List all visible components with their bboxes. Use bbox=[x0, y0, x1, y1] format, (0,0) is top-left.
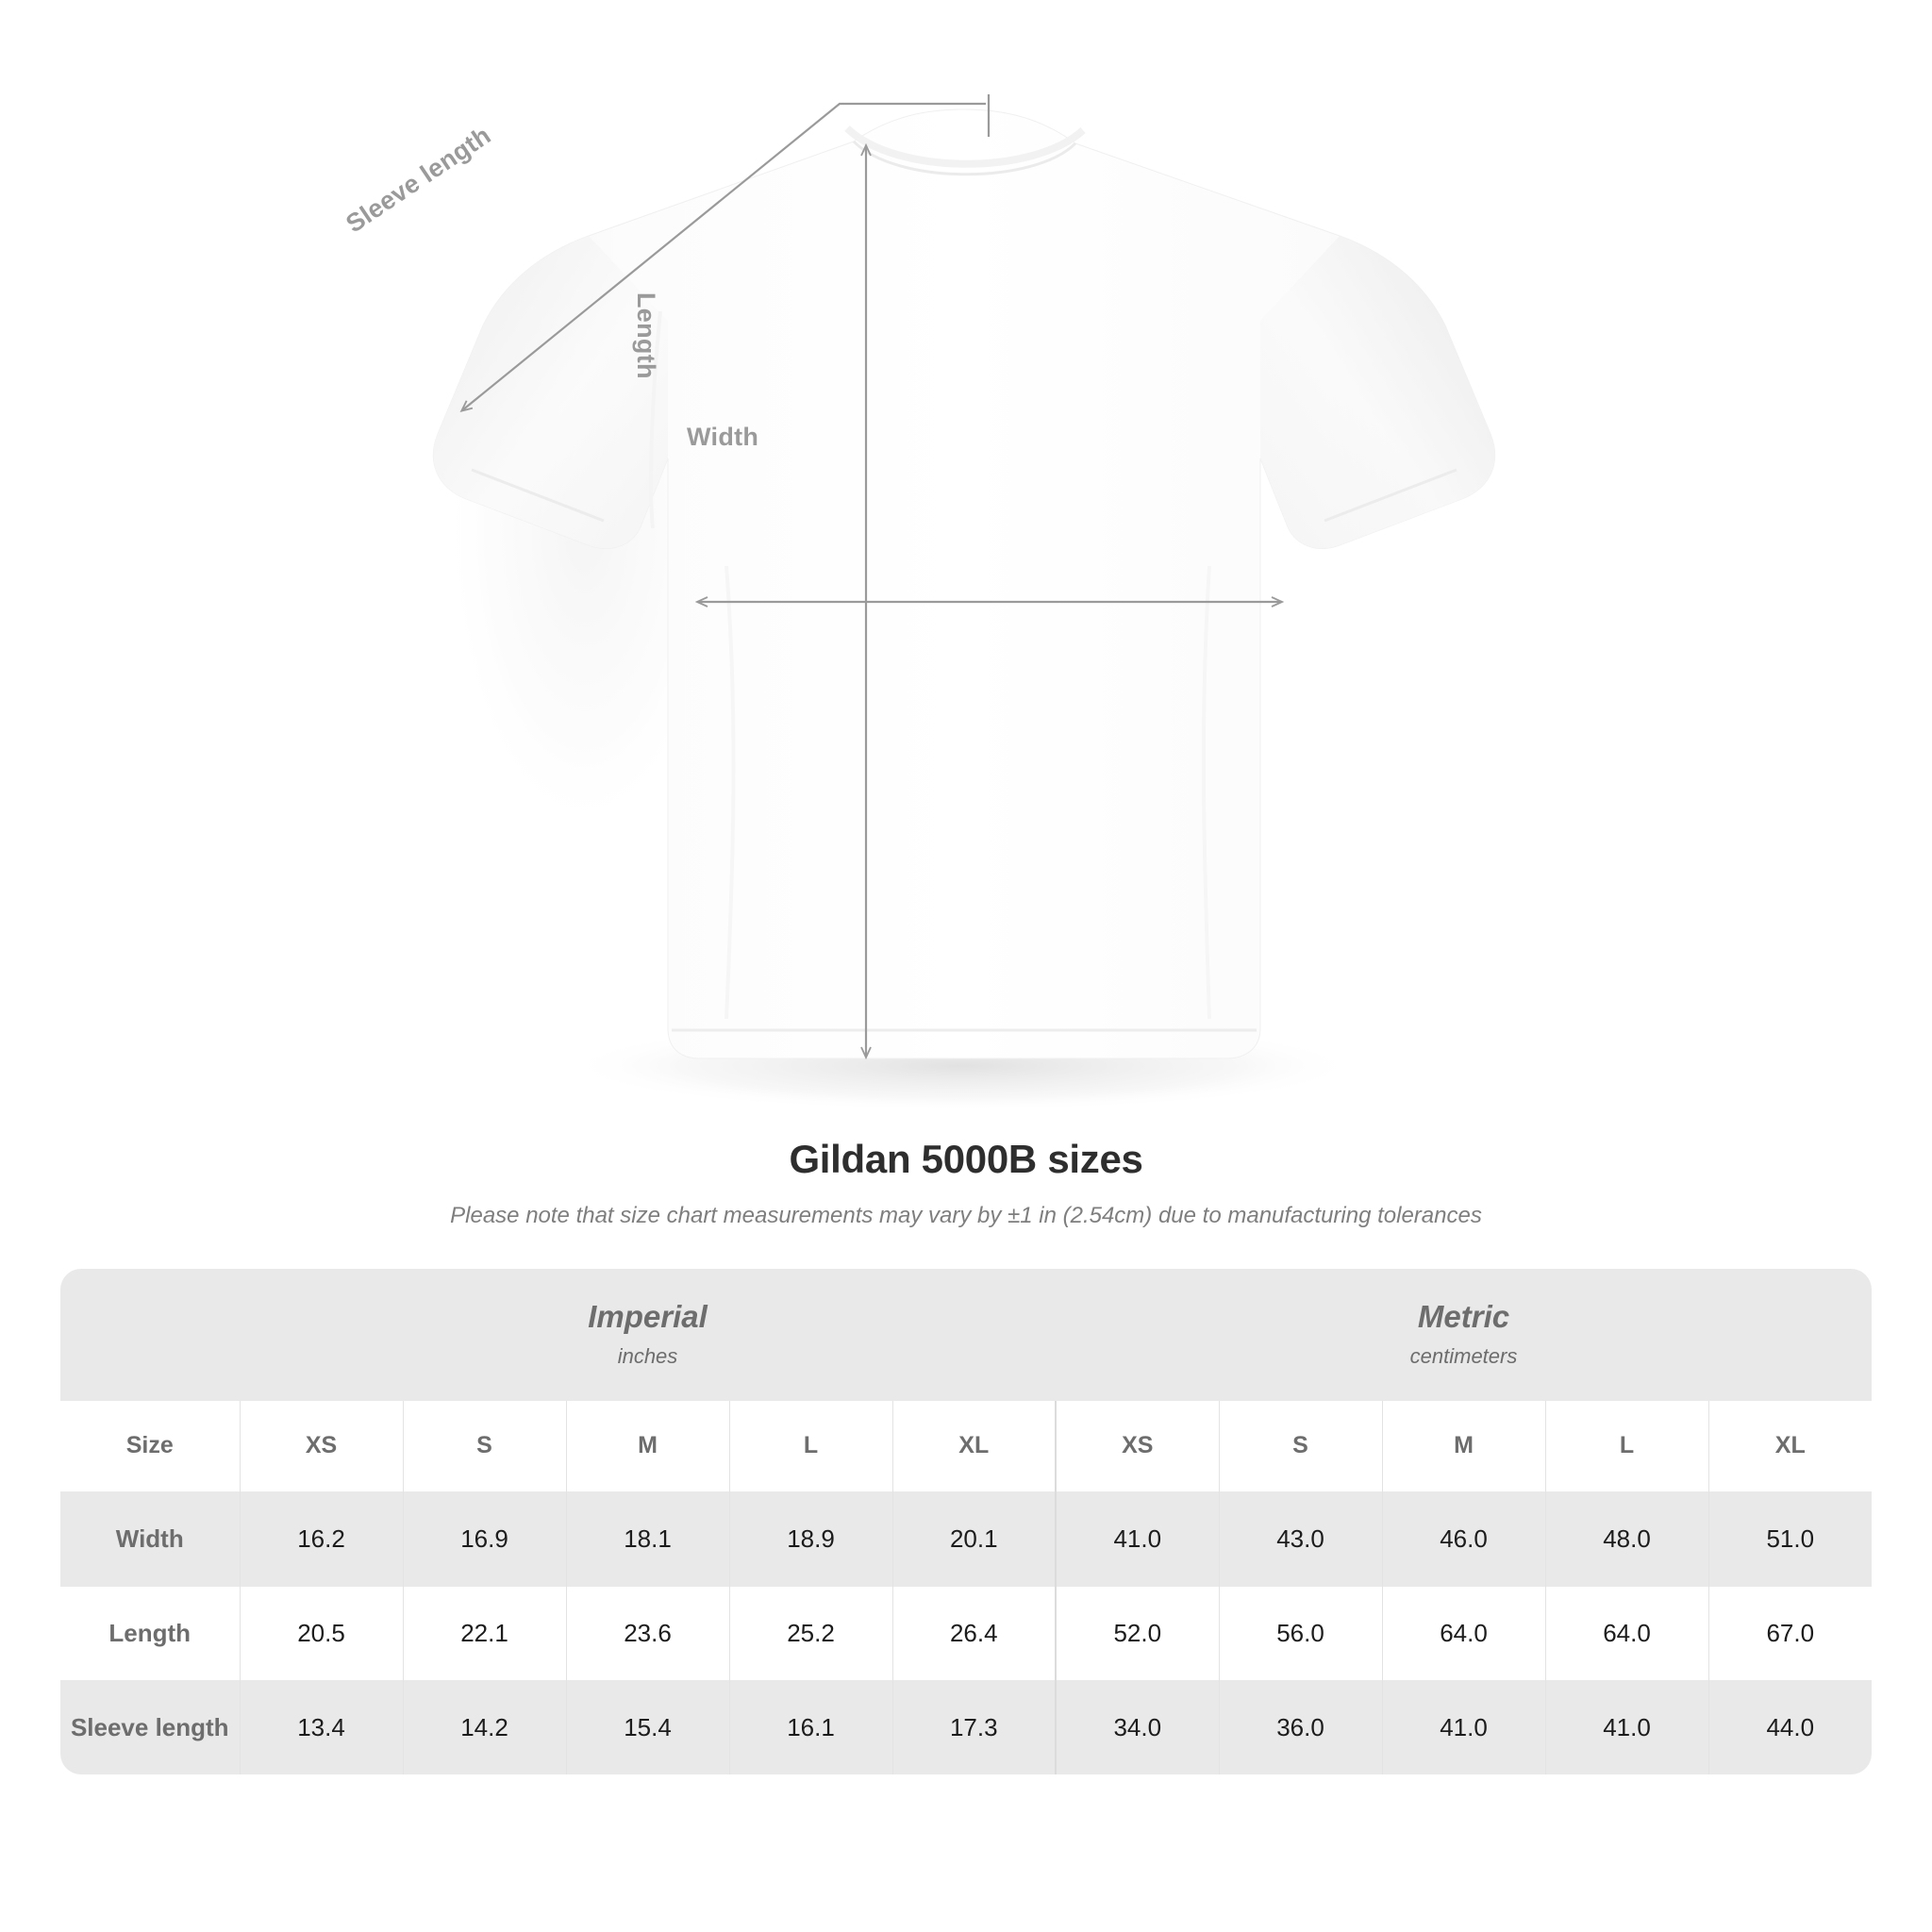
size-header-metric-s: S bbox=[1218, 1401, 1382, 1491]
cell-length-metric-l: 64.0 bbox=[1544, 1585, 1708, 1680]
cell-sleeve-imperial-l: 16.1 bbox=[728, 1679, 892, 1774]
cell-length-imperial-s: 22.1 bbox=[402, 1585, 566, 1680]
size-header-imperial-xs: XS bbox=[239, 1401, 403, 1491]
size-header-metric-xs: XS bbox=[1055, 1401, 1219, 1491]
tshirt-illustration bbox=[432, 94, 1496, 1111]
cell-sleeve-imperial-s: 14.2 bbox=[402, 1679, 566, 1774]
cell-sleeve-metric-s: 36.0 bbox=[1218, 1679, 1382, 1774]
tshirt-measurement-diagram: Sleeve length Length Width bbox=[341, 94, 1496, 1111]
unit-system-imperial: Imperial inches bbox=[240, 1269, 1056, 1401]
page-subtitle: Please note that size chart measurements… bbox=[450, 1203, 1482, 1228]
cell-width-imperial-l: 18.9 bbox=[728, 1491, 892, 1586]
cell-width-metric-xl: 51.0 bbox=[1707, 1491, 1872, 1586]
length-dimension-label: Length bbox=[632, 292, 660, 379]
row-label-length: Length bbox=[60, 1585, 240, 1680]
size-header-metric-xl: XL bbox=[1707, 1401, 1872, 1491]
table-row-length: Length 20.5 22.1 23.6 25.2 26.4 52.0 56.… bbox=[60, 1585, 1872, 1680]
cell-sleeve-metric-m: 41.0 bbox=[1381, 1679, 1545, 1774]
size-header-metric-m: M bbox=[1381, 1401, 1545, 1491]
cell-length-metric-xl: 67.0 bbox=[1707, 1585, 1872, 1680]
cell-width-metric-xs: 41.0 bbox=[1055, 1491, 1219, 1586]
unit-system-imperial-name: Imperial bbox=[588, 1299, 708, 1334]
table-row-width: Width 16.2 16.9 18.1 18.9 20.1 41.0 43.0… bbox=[60, 1491, 1872, 1586]
cell-length-imperial-m: 23.6 bbox=[565, 1585, 729, 1680]
cell-sleeve-imperial-m: 15.4 bbox=[565, 1679, 729, 1774]
size-header-imperial-s: S bbox=[402, 1401, 566, 1491]
unit-system-header-row: Imperial inches Metric centimeters bbox=[60, 1269, 1872, 1401]
size-chart-table: Imperial inches Metric centimeters Size … bbox=[60, 1269, 1872, 1774]
cell-width-imperial-xs: 16.2 bbox=[239, 1491, 403, 1586]
size-header-row: Size XS S M L XL XS S M L XL bbox=[60, 1401, 1872, 1491]
cell-width-metric-m: 46.0 bbox=[1381, 1491, 1545, 1586]
size-header-metric-l: L bbox=[1544, 1401, 1708, 1491]
row-label-sleeve-length: Sleeve length bbox=[60, 1679, 240, 1774]
size-header-imperial-m: M bbox=[565, 1401, 729, 1491]
cell-sleeve-metric-l: 41.0 bbox=[1544, 1679, 1708, 1774]
size-header-label: Size bbox=[60, 1401, 240, 1491]
unit-system-metric-name: Metric bbox=[1417, 1299, 1510, 1334]
cell-length-metric-s: 56.0 bbox=[1218, 1585, 1382, 1680]
cell-length-metric-xs: 52.0 bbox=[1055, 1585, 1219, 1680]
cell-width-imperial-xl: 20.1 bbox=[891, 1491, 1056, 1586]
cell-width-metric-l: 48.0 bbox=[1544, 1491, 1708, 1586]
unit-system-metric: Metric centimeters bbox=[1056, 1269, 1872, 1401]
unit-band-spacer bbox=[60, 1269, 240, 1401]
unit-system-imperial-unit: inches bbox=[617, 1344, 678, 1368]
cell-length-imperial-xl: 26.4 bbox=[891, 1585, 1056, 1680]
title-block: Gildan 5000B sizes Please note that size… bbox=[0, 1137, 1932, 1229]
cell-sleeve-metric-xs: 34.0 bbox=[1055, 1679, 1219, 1774]
unit-system-metric-unit: centimeters bbox=[1409, 1344, 1518, 1368]
table-row-sleeve-length: Sleeve length 13.4 14.2 15.4 16.1 17.3 3… bbox=[60, 1679, 1872, 1774]
cell-length-metric-m: 64.0 bbox=[1381, 1585, 1545, 1680]
row-label-width: Width bbox=[60, 1491, 240, 1586]
cell-sleeve-metric-xl: 44.0 bbox=[1707, 1679, 1872, 1774]
cell-width-metric-s: 43.0 bbox=[1218, 1491, 1382, 1586]
cell-width-imperial-s: 16.9 bbox=[402, 1491, 566, 1586]
measurements-table: Imperial inches Metric centimeters Size … bbox=[60, 1269, 1872, 1774]
page-title: Gildan 5000B sizes bbox=[789, 1137, 1143, 1181]
cell-sleeve-imperial-xs: 13.4 bbox=[239, 1679, 403, 1774]
cell-width-imperial-m: 18.1 bbox=[565, 1491, 729, 1586]
size-header-imperial-l: L bbox=[728, 1401, 892, 1491]
cell-length-imperial-l: 25.2 bbox=[728, 1585, 892, 1680]
sleeve-length-arrow bbox=[462, 94, 991, 410]
cell-sleeve-imperial-xl: 17.3 bbox=[891, 1679, 1056, 1774]
size-header-imperial-xl: XL bbox=[891, 1401, 1056, 1491]
width-dimension-label: Width bbox=[687, 423, 759, 451]
cell-length-imperial-xs: 20.5 bbox=[239, 1585, 403, 1680]
